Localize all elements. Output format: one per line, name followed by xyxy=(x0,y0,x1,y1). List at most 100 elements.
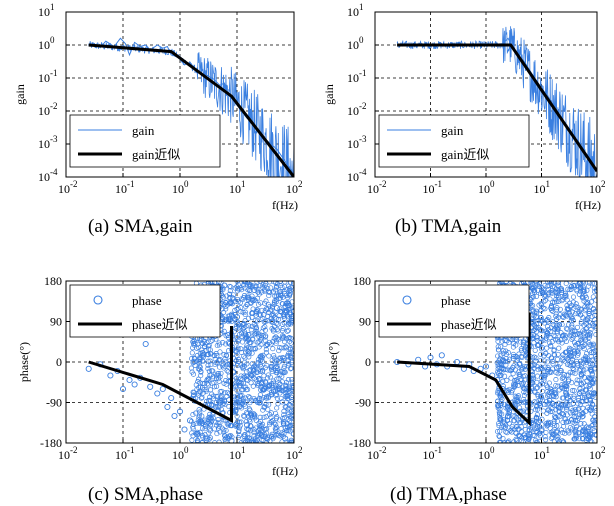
phase-point xyxy=(229,318,235,324)
phase-point xyxy=(533,358,539,364)
phase-point xyxy=(541,373,548,379)
phase-point xyxy=(288,439,294,443)
phase-point xyxy=(548,435,554,441)
phase-point xyxy=(581,329,587,335)
phase-point xyxy=(557,361,563,367)
phase-point xyxy=(588,353,594,360)
phase-point xyxy=(189,437,195,443)
phase-point xyxy=(282,291,288,297)
x-axis-label: f(Hz) xyxy=(575,198,601,212)
phase-point xyxy=(509,426,515,432)
phase-point xyxy=(555,314,561,320)
phase-point xyxy=(243,303,249,310)
phase-point xyxy=(241,353,247,359)
phase-point xyxy=(257,392,263,398)
phase-point xyxy=(532,389,538,395)
phase-point xyxy=(585,435,592,442)
legend-label: phase近似 xyxy=(441,317,497,332)
phase-point xyxy=(495,344,501,350)
phase-point xyxy=(578,366,584,372)
panel-caption: (b) TMA,gain xyxy=(395,216,502,237)
phase-point xyxy=(232,299,239,305)
phase-point xyxy=(587,332,593,338)
phase-point xyxy=(587,396,593,402)
phase-point xyxy=(587,408,593,414)
phase-point xyxy=(233,408,239,414)
phase-point xyxy=(564,326,570,332)
phase-point xyxy=(498,398,504,404)
phase-point xyxy=(574,349,580,355)
phase-point xyxy=(198,418,205,424)
phase-point xyxy=(563,381,569,387)
phase-point xyxy=(578,389,584,395)
y-tick-label: 101 xyxy=(38,2,55,19)
y-tick-exp: -2 xyxy=(359,101,367,111)
phase-point xyxy=(556,298,562,304)
x-tick-exp: 1 xyxy=(546,179,551,189)
y-tick-base: 10 xyxy=(347,137,359,151)
y-tick-label: -90 xyxy=(355,396,371,410)
phase-point xyxy=(202,344,208,350)
phase-point xyxy=(242,346,248,352)
phase-point xyxy=(246,435,252,441)
phase-point xyxy=(585,356,591,362)
x-tick-base: 10 xyxy=(229,182,241,196)
phase-point xyxy=(564,419,570,425)
phase-point xyxy=(536,283,543,290)
phase-point xyxy=(534,342,540,348)
phase-point xyxy=(244,373,250,379)
phase-point xyxy=(522,427,528,433)
phase-point xyxy=(235,282,241,288)
phase-point xyxy=(589,379,595,385)
phase-point xyxy=(569,309,575,315)
legend-label: gain近似 xyxy=(441,147,489,162)
phase-point xyxy=(276,348,282,354)
phase-point xyxy=(250,346,256,352)
phase-point xyxy=(271,352,277,359)
phase-point xyxy=(216,357,222,363)
phase-point xyxy=(246,323,252,329)
phase-point xyxy=(236,432,243,438)
x-tick-base: 10 xyxy=(58,182,70,196)
phase-point xyxy=(571,393,577,399)
y-tick-label: 0 xyxy=(365,355,371,369)
phase-point xyxy=(495,398,501,404)
phase-point xyxy=(550,361,556,367)
phase-point xyxy=(242,432,248,438)
phase-point xyxy=(583,321,589,327)
panel-caption: (c) SMA,phase xyxy=(88,484,203,505)
phase-point xyxy=(261,414,267,420)
x-tick-label: 10-2 xyxy=(367,179,387,196)
phase-point xyxy=(576,367,583,373)
phase-point xyxy=(586,308,592,314)
phase-point xyxy=(580,284,586,290)
legend: gain gain近似 xyxy=(69,114,221,168)
phase-point xyxy=(572,328,578,334)
phase-point xyxy=(539,288,545,294)
phase-point xyxy=(514,377,520,383)
phase-point xyxy=(578,285,584,291)
x-tick-exp: -1 xyxy=(127,445,135,455)
phase-point xyxy=(581,395,587,401)
phase-point xyxy=(530,362,536,368)
phase-point xyxy=(205,351,211,357)
phase-point xyxy=(253,323,259,329)
phase-point xyxy=(206,398,212,404)
phase-point xyxy=(581,380,587,386)
phase-point xyxy=(261,404,267,410)
phase-point xyxy=(241,293,247,299)
phase-point xyxy=(576,291,582,297)
phase-point xyxy=(552,284,558,290)
phase-point xyxy=(251,286,258,294)
phase-point xyxy=(198,347,204,353)
phase-point xyxy=(214,383,220,389)
phase-point xyxy=(572,332,578,338)
phase-point xyxy=(546,370,552,376)
x-tick-exp: -2 xyxy=(379,179,387,189)
x-tick-exp: 2 xyxy=(601,179,606,189)
phase-point xyxy=(554,356,561,362)
phase-point xyxy=(537,403,543,409)
phase-point xyxy=(265,289,272,295)
phase-point xyxy=(202,422,208,428)
phase-point xyxy=(282,435,289,442)
